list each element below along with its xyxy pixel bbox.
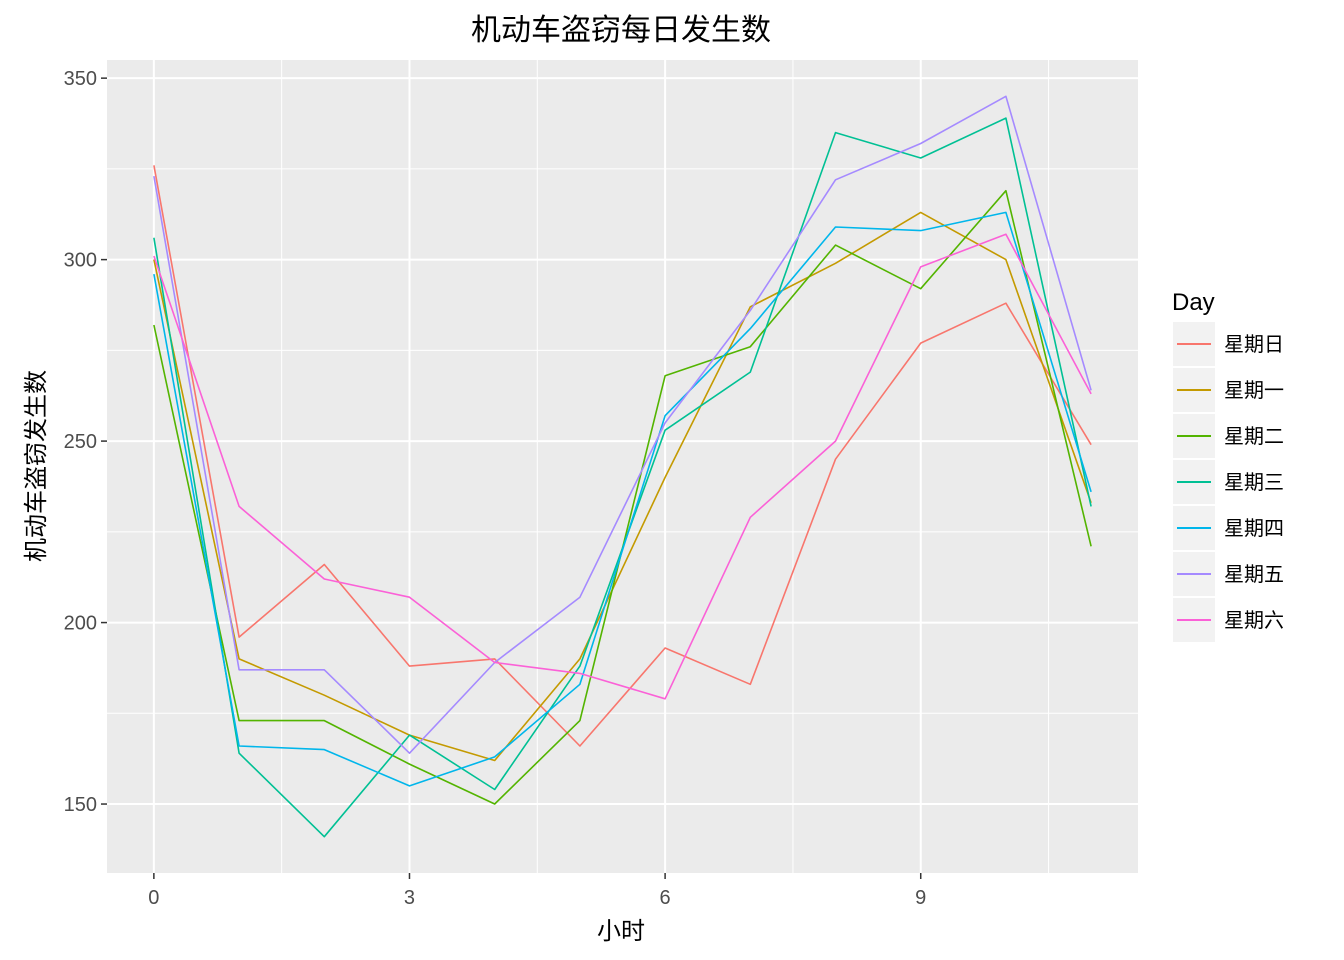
series-line-0 [153, 165, 1092, 747]
major-gridlines [107, 60, 1138, 873]
x-axis: 0 3 6 9 [148, 873, 926, 909]
legend-label: 星期一 [1224, 378, 1284, 402]
series-line-1 [153, 211, 1092, 762]
x-tick-label: 6 [660, 887, 671, 909]
series-lines [153, 95, 1092, 838]
series-line-6 [153, 233, 1092, 700]
x-tick-label: 9 [915, 887, 926, 909]
minor-gridlines [107, 60, 1138, 873]
y-axis-title: 机动车盗窃发生数 [22, 370, 50, 562]
x-tick-label: 0 [148, 887, 159, 909]
chart-title: 机动车盗窃每日发生数 [471, 13, 771, 48]
y-tick-label: 150 [64, 794, 97, 816]
legend-label: 星期二 [1224, 424, 1284, 448]
y-tick-label: 300 [64, 250, 97, 272]
y-tick-label: 350 [64, 68, 97, 90]
legend-title: Day [1172, 289, 1215, 316]
series-line-4 [153, 211, 1092, 787]
legend-label: 星期六 [1224, 608, 1284, 632]
y-axis: 150 200 250 300 350 [64, 68, 107, 816]
plot-panel [107, 60, 1138, 873]
x-tick-label: 3 [404, 887, 415, 909]
y-tick-label: 250 [64, 431, 97, 453]
legend-label: 星期四 [1224, 516, 1284, 540]
series-line-5 [153, 95, 1092, 755]
x-axis-title: 小时 [597, 917, 645, 945]
legend-label: 星期三 [1224, 470, 1284, 494]
y-tick-label: 200 [64, 613, 97, 635]
legend-label: 星期日 [1224, 332, 1284, 356]
legend-label: 星期五 [1224, 562, 1284, 586]
